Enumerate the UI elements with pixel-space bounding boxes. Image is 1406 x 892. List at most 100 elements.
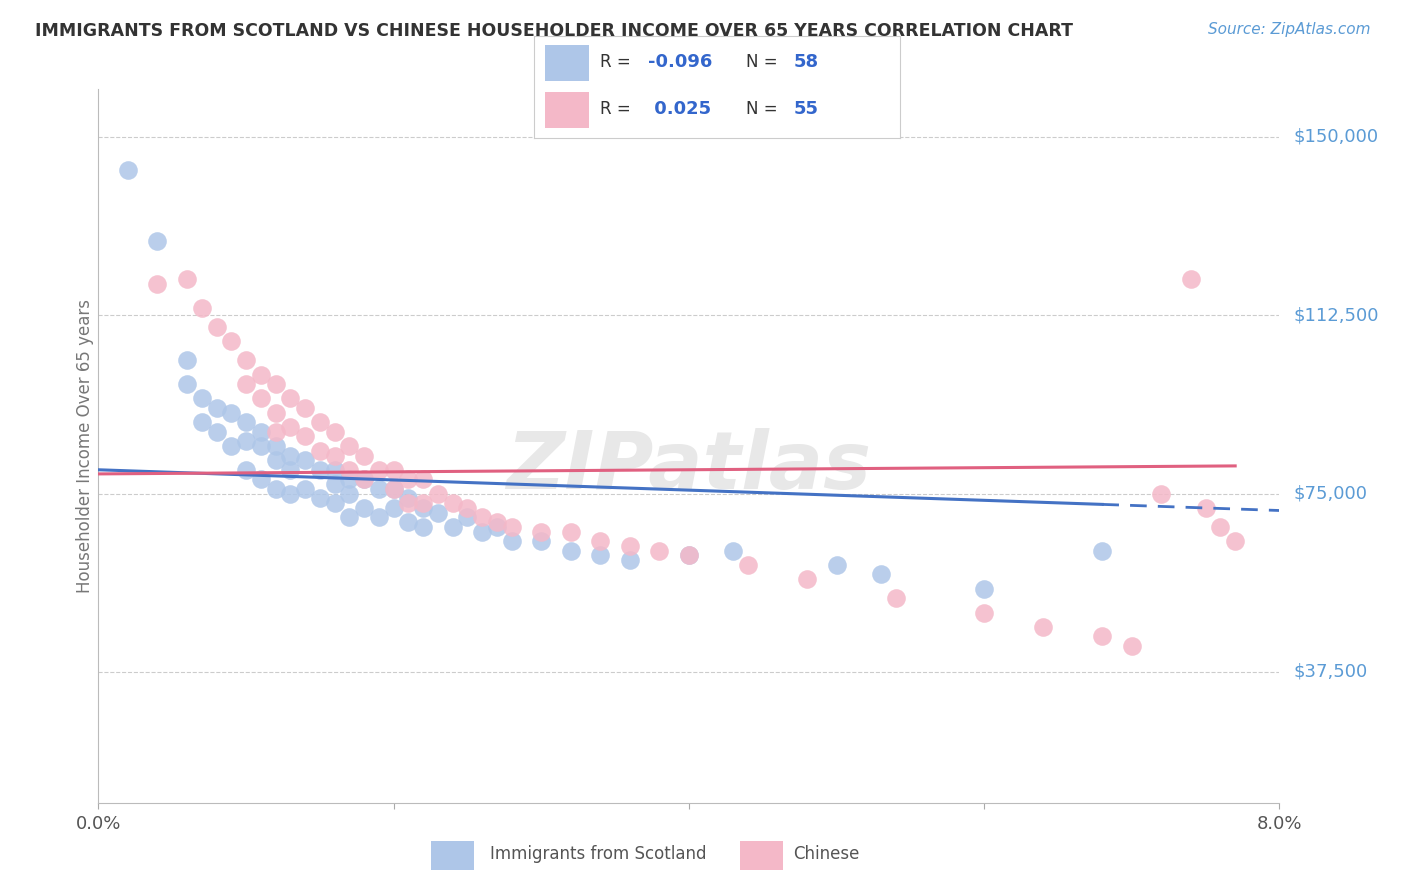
Point <box>294 429 316 443</box>
Point <box>884 591 907 606</box>
Point <box>396 491 419 506</box>
Point <box>146 277 169 292</box>
Text: $75,000: $75,000 <box>1294 484 1368 502</box>
Point <box>235 415 257 429</box>
Point <box>264 425 287 439</box>
Point <box>337 472 360 486</box>
Point <box>323 463 346 477</box>
Point <box>176 272 198 286</box>
Point <box>353 472 375 486</box>
Point <box>412 472 434 486</box>
Point <box>441 496 464 510</box>
Point <box>485 520 508 534</box>
Point <box>619 553 641 567</box>
Point <box>235 434 257 449</box>
Point <box>176 377 198 392</box>
Point <box>485 515 508 529</box>
Text: N =: N = <box>747 53 783 70</box>
Point <box>250 425 273 439</box>
Point <box>337 463 360 477</box>
Text: ZIPatlas: ZIPatlas <box>506 428 872 507</box>
Point <box>367 463 389 477</box>
Point <box>560 543 582 558</box>
Point <box>323 449 346 463</box>
Point <box>117 163 139 178</box>
Point <box>235 463 257 477</box>
Point <box>678 549 700 563</box>
Point <box>973 582 995 596</box>
Point <box>367 510 389 524</box>
Point <box>869 567 891 582</box>
Point <box>560 524 582 539</box>
Point <box>825 558 848 572</box>
Point <box>278 420 301 434</box>
Y-axis label: Householder Income Over 65 years: Householder Income Over 65 years <box>76 299 94 593</box>
Point <box>471 524 494 539</box>
Text: N =: N = <box>747 100 783 118</box>
Point <box>1091 543 1114 558</box>
Text: 55: 55 <box>794 100 818 118</box>
Point <box>353 449 375 463</box>
Text: -0.096: -0.096 <box>648 53 711 70</box>
Point <box>382 500 405 515</box>
Point <box>219 439 242 453</box>
Point <box>796 572 818 586</box>
Text: IMMIGRANTS FROM SCOTLAND VS CHINESE HOUSEHOLDER INCOME OVER 65 YEARS CORRELATION: IMMIGRANTS FROM SCOTLAND VS CHINESE HOUS… <box>35 22 1073 40</box>
Bar <box>546 45 589 81</box>
Text: $112,500: $112,500 <box>1294 306 1379 324</box>
Point <box>264 439 287 453</box>
Point <box>308 415 332 429</box>
Point <box>219 334 242 349</box>
Point <box>648 543 671 558</box>
Point <box>323 477 346 491</box>
Point <box>176 353 198 368</box>
Point <box>337 439 360 453</box>
Point <box>1121 639 1143 653</box>
Point <box>501 534 523 549</box>
Text: 58: 58 <box>794 53 818 70</box>
Point <box>278 392 301 406</box>
Point <box>219 406 242 420</box>
Text: R =: R = <box>600 100 636 118</box>
Point <box>426 486 449 500</box>
Point <box>205 401 228 415</box>
Point <box>205 425 228 439</box>
Point <box>278 486 301 500</box>
Point <box>191 415 214 429</box>
Point <box>294 482 316 496</box>
Point <box>264 377 287 392</box>
Point <box>1032 620 1054 634</box>
Point <box>205 320 228 334</box>
Point <box>308 491 332 506</box>
Point <box>278 463 301 477</box>
Point <box>250 392 273 406</box>
Text: 0.025: 0.025 <box>648 100 710 118</box>
Point <box>191 392 214 406</box>
Point <box>191 301 214 315</box>
Point <box>323 496 346 510</box>
Point <box>353 472 375 486</box>
Point <box>471 510 494 524</box>
Point <box>737 558 759 572</box>
Point <box>264 406 287 420</box>
Point <box>678 549 700 563</box>
Point <box>589 549 612 563</box>
Point <box>353 500 375 515</box>
Point <box>337 486 360 500</box>
Point <box>235 353 257 368</box>
Point <box>396 472 419 486</box>
Point <box>501 520 523 534</box>
Text: Source: ZipAtlas.com: Source: ZipAtlas.com <box>1208 22 1371 37</box>
Point <box>382 482 405 496</box>
Point <box>250 368 273 382</box>
Text: $37,500: $37,500 <box>1294 663 1368 681</box>
Point <box>308 443 332 458</box>
Point <box>250 472 273 486</box>
Point <box>412 520 434 534</box>
Bar <box>430 841 474 870</box>
Text: Chinese: Chinese <box>793 845 859 863</box>
Point <box>294 401 316 415</box>
Text: R =: R = <box>600 53 636 70</box>
Text: $150,000: $150,000 <box>1294 128 1378 145</box>
Point <box>146 235 169 249</box>
